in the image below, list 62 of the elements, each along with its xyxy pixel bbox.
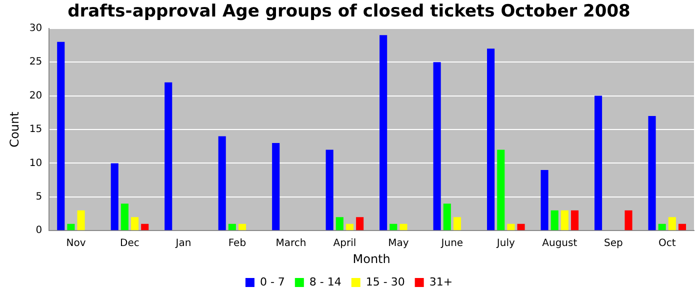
bar <box>77 210 85 230</box>
bar <box>624 210 632 230</box>
x-tick-label: Oct <box>658 238 676 250</box>
bar <box>560 210 568 230</box>
bar <box>540 170 548 230</box>
bar <box>517 224 525 230</box>
y-tick-label: 25 <box>29 56 42 68</box>
x-tick-label: April <box>333 238 356 250</box>
bar <box>67 224 75 230</box>
bar <box>668 217 676 230</box>
bar <box>550 210 558 230</box>
y-axis-title: Count <box>7 111 22 148</box>
bar <box>164 82 172 230</box>
x-tick-label: August <box>542 238 578 250</box>
x-tick-label: May <box>388 238 409 250</box>
bar <box>110 163 118 230</box>
y-tick-label: 20 <box>29 90 42 102</box>
y-tick-label: 10 <box>29 158 42 169</box>
x-tick-label: Jan <box>174 238 192 250</box>
x-tick-label: March <box>276 238 306 250</box>
bar <box>228 224 236 230</box>
bar <box>57 42 65 230</box>
y-tick-label: 5 <box>36 191 42 202</box>
legend-label: 15 - 30 <box>366 275 405 288</box>
bar <box>570 210 579 230</box>
legend-label: 8 - 14 <box>309 275 342 288</box>
bar <box>443 204 451 230</box>
bar <box>433 62 441 230</box>
bar <box>336 217 344 230</box>
bar <box>356 217 364 230</box>
bar <box>390 224 398 230</box>
x-axis-title: Month <box>352 252 390 266</box>
x-tick-label: Dec <box>120 238 140 250</box>
bar <box>130 217 139 230</box>
bar <box>346 224 354 230</box>
chart-title: drafts-approval Age groups of closed tickets October 2008 <box>68 2 630 22</box>
x-tick-label: Sep <box>604 238 623 250</box>
bar <box>326 150 334 230</box>
bar <box>487 48 495 230</box>
bar <box>400 224 408 230</box>
bar <box>678 224 686 230</box>
bar <box>658 224 666 230</box>
x-tick-label: July <box>496 238 515 250</box>
legend-label: 0 - 7 <box>260 275 285 288</box>
legend-label: 31+ <box>429 275 453 288</box>
x-tick-label: Feb <box>228 238 246 250</box>
bar <box>507 224 515 230</box>
y-tick-label: 30 <box>29 22 42 34</box>
bar <box>238 224 246 230</box>
x-tick-label: Nov <box>66 238 86 250</box>
x-tick-label: June <box>440 238 464 250</box>
bar <box>120 204 128 230</box>
bar <box>141 224 149 230</box>
bar <box>218 136 226 230</box>
bar <box>648 116 656 230</box>
y-tick-label: 0 <box>36 225 42 236</box>
bar <box>497 150 505 230</box>
y-tick-label: 15 <box>29 124 42 136</box>
bar <box>272 142 280 230</box>
bar <box>380 35 388 230</box>
bar <box>594 96 602 230</box>
bar <box>453 217 461 230</box>
